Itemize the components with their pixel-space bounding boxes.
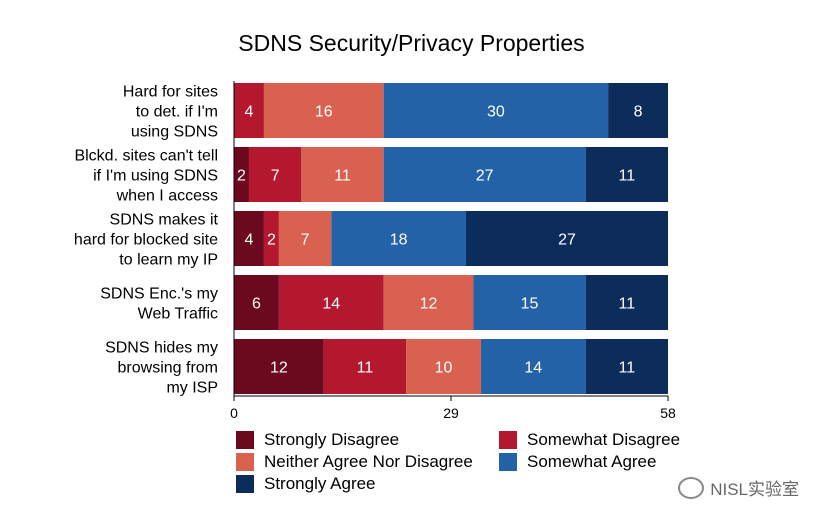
bar-segment xyxy=(383,83,609,138)
data-label: 11 xyxy=(619,296,636,313)
category-label: SDNS Enc.'s my xyxy=(100,286,218,303)
data-label: 11 xyxy=(334,168,351,185)
category-label: hard for blocked site xyxy=(74,232,218,249)
data-label: 10 xyxy=(435,360,453,377)
data-label: 4 xyxy=(245,232,254,249)
data-label: 27 xyxy=(476,168,494,185)
bar-segment xyxy=(480,339,586,394)
data-label: 15 xyxy=(521,296,539,313)
bar-segment xyxy=(383,147,586,202)
bar-segment xyxy=(465,211,668,266)
data-label: 7 xyxy=(301,232,310,249)
data-label: 8 xyxy=(634,104,643,121)
category-label: Blckd. sites can't tell xyxy=(74,148,218,165)
category-label: if I'm using SDNS xyxy=(93,168,218,185)
bar-segment xyxy=(473,275,586,330)
data-label: 2 xyxy=(237,168,246,185)
bar-segment xyxy=(263,211,279,266)
data-label: 27 xyxy=(558,232,576,249)
data-label: 7 xyxy=(271,168,280,185)
legend-item-neither: Neither Agree Nor Disagree xyxy=(236,452,473,472)
data-label: 14 xyxy=(524,360,542,377)
legend-label: Somewhat Disagree xyxy=(527,430,681,449)
chart-title: SDNS Security/Privacy Properties xyxy=(238,30,585,56)
bar-segment xyxy=(278,211,332,266)
bar-segment xyxy=(234,339,324,394)
data-label: 30 xyxy=(487,104,505,121)
bar-segment xyxy=(234,147,249,202)
bar-segment xyxy=(585,147,668,202)
bar-segment xyxy=(301,147,384,202)
data-label: 14 xyxy=(322,296,340,313)
data-label: 11 xyxy=(619,360,636,377)
bar-segment xyxy=(234,83,264,138)
legend-label: Somewhat Agree xyxy=(527,452,657,471)
data-label: 16 xyxy=(315,104,333,121)
bar-segment xyxy=(278,275,384,330)
bar-segment xyxy=(234,211,264,266)
legend-item-strongly-agree: Strongly Agree xyxy=(236,474,376,494)
category-label: using SDNS xyxy=(131,124,218,141)
data-label: 6 xyxy=(252,296,261,313)
legend-swatch-somewhat-agree xyxy=(499,453,517,471)
category-label: to det. if I'm xyxy=(136,104,218,121)
category-label: my ISP xyxy=(166,380,218,397)
legend-swatch-somewhat-disagree xyxy=(499,431,517,449)
category-label: Web Traffic xyxy=(138,306,218,323)
bar-segment xyxy=(323,339,407,394)
watermark-text: NISL实验室 xyxy=(710,480,799,499)
wechat-icon xyxy=(678,476,705,499)
category-label: to learn my IP xyxy=(119,252,218,269)
data-label: 2 xyxy=(267,232,276,249)
data-label: 11 xyxy=(619,168,636,185)
category-label: SDNS makes it xyxy=(110,212,219,229)
category-label: SDNS hides my xyxy=(105,340,218,357)
data-label: 11 xyxy=(357,360,374,377)
bar-segment xyxy=(234,275,279,330)
bar-segment xyxy=(608,83,668,138)
data-label: 4 xyxy=(245,104,254,121)
legend-item-somewhat-disagree: Somewhat Disagree xyxy=(499,430,680,450)
x-tick-label: 0 xyxy=(230,405,238,421)
bar-segment xyxy=(263,83,384,138)
data-label: 12 xyxy=(270,360,288,377)
legend-label: Strongly Disagree xyxy=(264,430,400,449)
bar-segment xyxy=(248,147,302,202)
bar-segment xyxy=(383,275,474,330)
category-label: Hard for sites xyxy=(123,84,218,101)
bar-segment xyxy=(406,339,481,394)
bar-segment xyxy=(585,339,668,394)
legend-item-strongly-disagree: Strongly Disagree xyxy=(236,430,399,450)
legend-swatch-neither xyxy=(236,453,254,471)
x-tick-label: 29 xyxy=(443,405,459,421)
legend-swatch-strongly-disagree xyxy=(236,431,254,449)
data-label: 18 xyxy=(390,232,408,249)
x-tick-label: 58 xyxy=(660,405,676,421)
legend-label: Neither Agree Nor Disagree xyxy=(264,452,473,471)
category-label: when I access xyxy=(116,188,218,205)
legend-swatch-strongly-agree xyxy=(236,475,254,493)
bar-segment xyxy=(585,275,668,330)
legend-item-somewhat-agree: Somewhat Agree xyxy=(499,452,656,472)
watermark: NISL实验室 xyxy=(678,475,799,500)
category-label: browsing from xyxy=(118,360,218,377)
data-label: 12 xyxy=(420,296,438,313)
legend-label: Strongly Agree xyxy=(264,474,376,493)
bar-segment xyxy=(331,211,466,266)
